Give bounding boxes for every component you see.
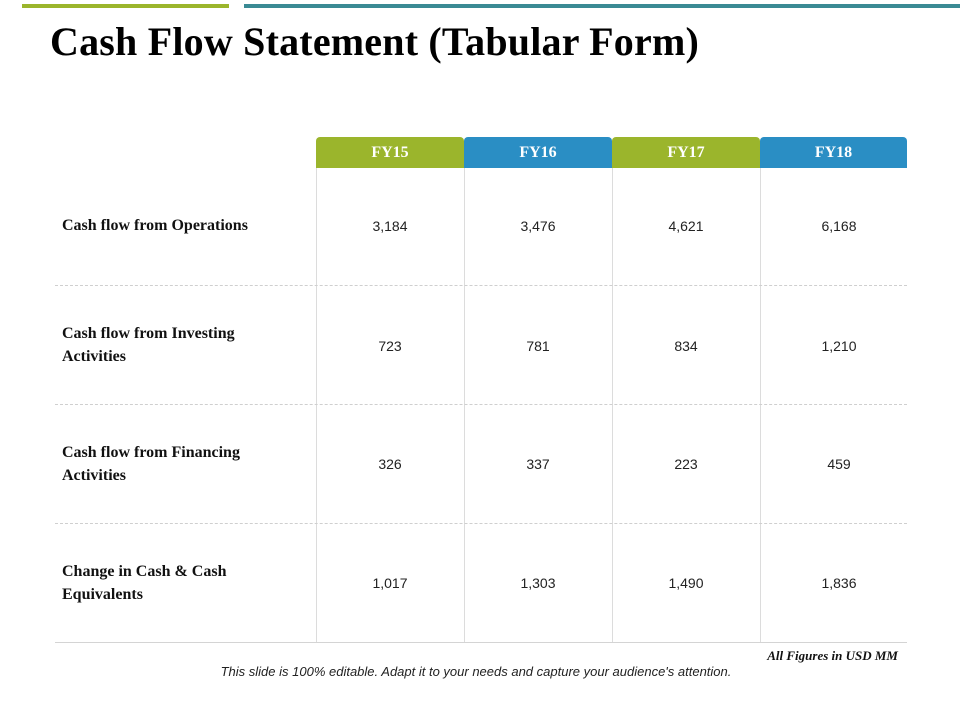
footer-text: This slide is 100% editable. Adapt it to… [220, 664, 732, 679]
row-label-operations: Cash flow from Operations [62, 217, 248, 234]
table-cell: 326 [378, 456, 402, 472]
column-header-fy16: FY16 [464, 137, 612, 168]
grid-line-vertical [760, 168, 761, 643]
cash-flow-table: FY15 FY16 FY17 FY18 Cash flow from Opera… [55, 137, 907, 643]
table-cell: 223 [674, 456, 698, 472]
grid-line-vertical [612, 168, 613, 643]
table-cell: 459 [827, 456, 851, 472]
table-cell: 3,184 [372, 218, 408, 234]
table-bottom-border [55, 642, 907, 643]
table-cell: 1,210 [821, 338, 857, 354]
table-cell: 834 [674, 338, 698, 354]
table-cell: 1,303 [520, 575, 556, 591]
table-cell: 337 [526, 456, 550, 472]
column-header-fy18: FY18 [760, 137, 907, 168]
top-accent-bar-green [22, 4, 229, 8]
row-separator [55, 285, 907, 286]
column-header-fy15: FY15 [316, 137, 464, 168]
table-cell: 3,476 [520, 218, 556, 234]
table-cell: 1,017 [372, 575, 408, 591]
row-label-change-in-cash: Change in Cash & Cash Equivalents [62, 563, 227, 603]
column-header-fy17: FY17 [612, 137, 760, 168]
table-cell: 6,168 [821, 218, 857, 234]
row-label-financing: Cash flow from Financing Activities [62, 444, 240, 484]
table-cell: 1,490 [668, 575, 704, 591]
units-note: All Figures in USD MM [767, 648, 898, 663]
grid-line-vertical [316, 168, 317, 643]
row-separator [55, 404, 907, 405]
table-cell: 781 [526, 338, 550, 354]
table-cell: 1,836 [821, 575, 857, 591]
page-title: Cash Flow Statement (Tabular Form) [50, 19, 700, 64]
top-accent-bar-teal [244, 4, 960, 8]
table-cell: 4,621 [668, 218, 704, 234]
table-cell: 723 [378, 338, 402, 354]
row-label-investing: Cash flow from Investing Activities [62, 325, 235, 365]
row-separator [55, 523, 907, 524]
grid-line-vertical [464, 168, 465, 643]
